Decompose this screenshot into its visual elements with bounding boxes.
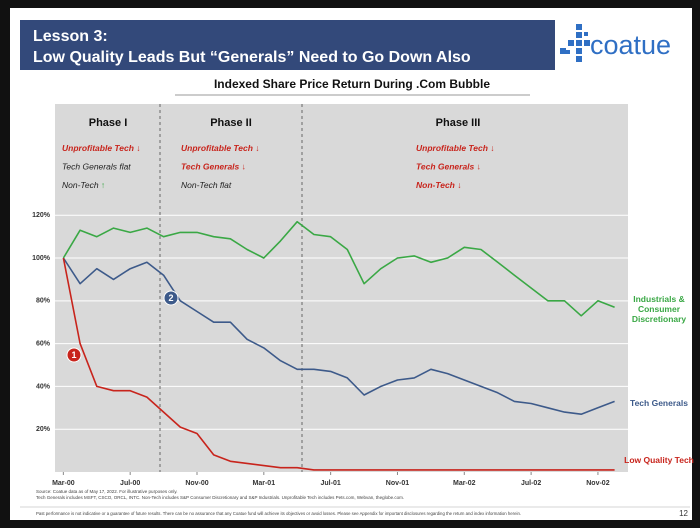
x-tick-label: Mar-02: [453, 480, 476, 487]
x-tick-label: Nov-01: [386, 480, 409, 487]
plot-area: [55, 104, 628, 472]
note-part: ↑: [101, 180, 105, 190]
x-tick-label: Mar-00: [52, 480, 75, 487]
note-part: Tech Generals flat: [62, 162, 131, 172]
chart-title: Indexed Share Price Return During .Com B…: [214, 77, 490, 91]
x-tick-label: Jul-00: [120, 480, 140, 487]
y-tick-label: 120%: [32, 212, 51, 219]
phase-note: Unprofitable Tech ↓: [416, 143, 495, 153]
y-tick-label: 40%: [36, 383, 51, 390]
logo-text: coatue: [590, 30, 671, 60]
footnote: Source: Coatue data as of May 17, 2022. …: [36, 489, 178, 494]
series-line: [62, 220, 615, 317]
phase-note: Non-Tech flat: [181, 180, 232, 190]
lesson: Lesson 3:: [33, 28, 108, 45]
marker-badge: [163, 290, 179, 306]
marker-badge: [66, 347, 82, 363]
y-tick-label: 60%: [36, 340, 51, 347]
phase-note: Non-Tech ↑: [62, 180, 105, 190]
phase-note: Tech Generals ↓: [181, 162, 246, 172]
series-label: Industrials & Consumer Discretionary: [631, 294, 687, 324]
note-part: Unprofitable Tech ↓: [416, 143, 495, 153]
note-part: Unprofitable Tech ↓: [181, 143, 260, 153]
marker-label: 1: [71, 350, 76, 360]
y-tick-label: 20%: [36, 426, 51, 433]
series-label: Tech Generals: [630, 398, 688, 408]
y-tick-label: 80%: [36, 298, 51, 305]
note-part: Non-Tech: [62, 180, 101, 190]
y-tick-label: 100%: [32, 255, 51, 262]
series-label: Low Quality Tech: [624, 455, 694, 465]
disclaimer: Past performance is not indicative or a …: [36, 511, 521, 516]
phase-note: Non-Tech ↓: [416, 180, 462, 190]
x-tick-label: Jul-02: [521, 480, 541, 487]
slide-title: Low Quality Leads But “Generals” Need to…: [33, 49, 471, 66]
note-part: Tech Generals ↓: [416, 162, 481, 172]
header-banner: [20, 20, 555, 70]
x-tick-label: Nov-00: [185, 480, 208, 487]
phase-note: Unprofitable Tech ↓: [62, 143, 141, 153]
phase-title: Phase III: [436, 117, 481, 129]
note-part: Non-Tech flat: [181, 180, 232, 190]
note-part: Tech Generals ↓: [181, 162, 246, 172]
series-line: [62, 257, 615, 415]
logo-icon: [560, 24, 590, 62]
phase-note: Unprofitable Tech ↓: [181, 143, 260, 153]
phase-title: Phase II: [210, 117, 252, 129]
page-number: 12: [679, 509, 688, 518]
footnote: Tech Generals includes MSFT, CSCO, ORCL,…: [36, 495, 404, 500]
note-part: Non-Tech ↓: [416, 180, 462, 190]
x-tick-label: Nov-02: [586, 480, 609, 487]
note-part: Unprofitable Tech ↓: [62, 143, 141, 153]
series-line: [62, 257, 615, 471]
phase-note: Tech Generals flat: [62, 162, 131, 172]
phase-title: Phase I: [89, 117, 128, 129]
x-tick-label: Mar-01: [253, 480, 276, 487]
marker-label: 2: [168, 293, 173, 303]
x-tick-label: Jul-01: [321, 480, 341, 487]
phase-note: Tech Generals ↓: [416, 162, 481, 172]
